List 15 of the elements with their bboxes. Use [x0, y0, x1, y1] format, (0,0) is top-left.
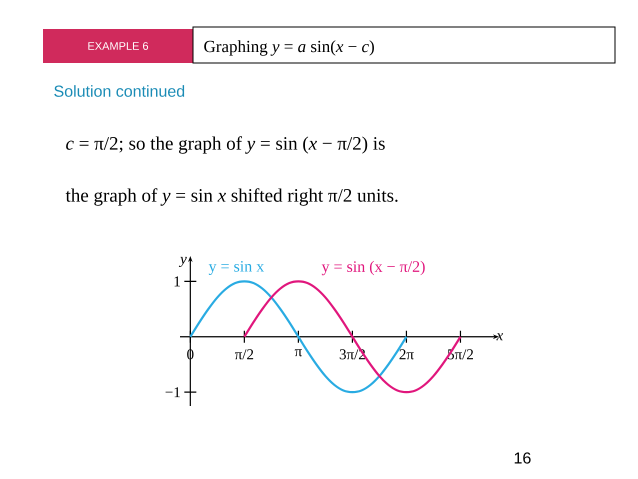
y-tick-label: 1 — [174, 276, 180, 286]
x-tick-label: π — [294, 349, 302, 356]
text: 16 — [514, 452, 531, 464]
text: c = π/2; so the graph of y = sin (x − π/2) is — [66, 136, 385, 154]
series-label: y = sin (x − π/2) — [322, 260, 425, 276]
text: Graphing y = a sin(x − c) — [204, 40, 374, 56]
x-axis-title: x — [496, 333, 504, 340]
series-label: y = sin x — [208, 260, 264, 276]
text: Solution continued — [54, 85, 184, 97]
text: the graph of y = sin x shifted right π/2 units. — [66, 188, 398, 206]
y-axis-title: y — [178, 256, 187, 268]
x-tick-label: 2π — [400, 349, 414, 360]
x-tick-label: π/2 — [234, 349, 254, 360]
chart-title: EXAMPLE 6 — [88, 42, 148, 50]
y-tick-label: −1 — [166, 387, 180, 398]
